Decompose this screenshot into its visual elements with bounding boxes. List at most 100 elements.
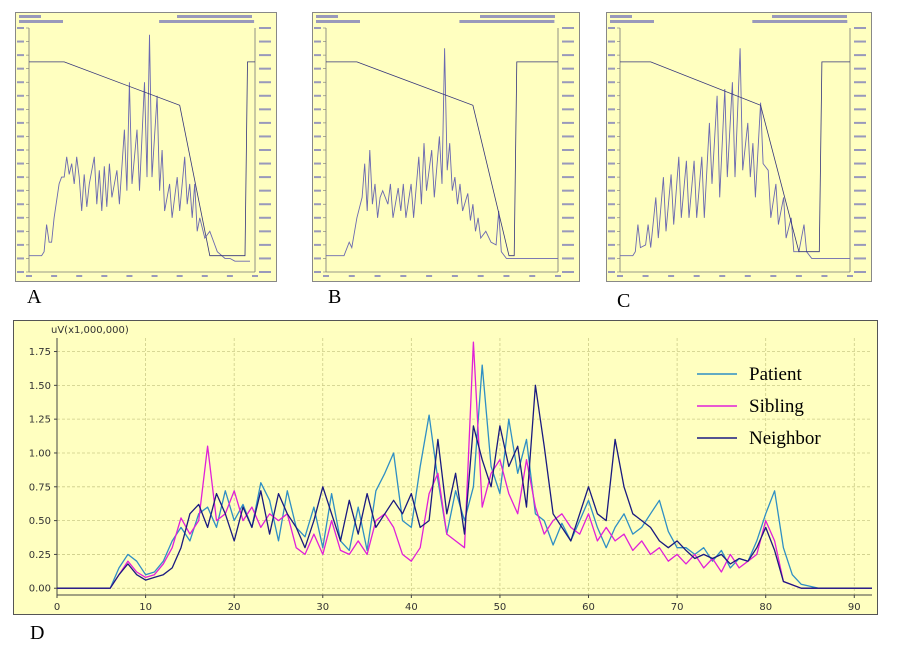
gradient-trace	[620, 61, 850, 253]
header-text	[610, 20, 654, 23]
y-tick-label	[17, 189, 24, 192]
x-tick-label	[555, 275, 561, 277]
y-tick-label	[608, 216, 615, 219]
x-tick-label	[323, 275, 329, 277]
y-tick-label: 1.00	[29, 448, 51, 459]
gradient-trace	[29, 61, 255, 257]
y-tick-label	[608, 243, 615, 246]
y2-tick-label	[854, 27, 866, 29]
y2-tick-label	[854, 176, 866, 179]
x-tick-label: 10	[139, 602, 152, 613]
y2-tick-label	[854, 189, 866, 192]
y-tick-label	[608, 189, 615, 192]
y2-tick-label	[259, 243, 271, 246]
y-tick-label	[17, 54, 24, 57]
y-tick-label	[17, 27, 24, 29]
x-tick-label: 50	[494, 602, 507, 613]
y-tick-label	[17, 67, 24, 70]
x-tick-label	[477, 275, 484, 277]
y-tick-label	[17, 257, 24, 260]
y2-tick-label	[854, 135, 866, 138]
y-tick-label	[17, 216, 24, 219]
x-tick-label	[348, 275, 355, 277]
y-tick-label: 1.50	[29, 381, 51, 392]
y-tick-label	[608, 257, 615, 260]
header-text	[19, 15, 41, 18]
y2-tick-label	[259, 162, 271, 165]
signal-trace	[326, 48, 558, 259]
legend-label-neighbor: Neighbor	[749, 428, 821, 449]
header-text	[19, 20, 63, 23]
signal-trace	[29, 34, 250, 262]
y-tick-label	[608, 271, 615, 273]
y-tick-label: 1.75	[29, 347, 51, 358]
y-tick-label	[314, 271, 321, 273]
x-tick-label	[426, 275, 433, 277]
y2-tick-label	[562, 81, 574, 84]
y2-tick-label	[854, 40, 866, 43]
y2-tick-label	[259, 271, 271, 273]
y2-tick-label	[854, 203, 866, 206]
panel-label-c: C	[617, 290, 631, 312]
y2-tick-label	[562, 94, 574, 97]
x-tick-label	[76, 275, 83, 277]
y2-tick-label	[562, 176, 574, 179]
y2-tick-label	[259, 94, 271, 97]
y2-tick-label	[562, 149, 574, 151]
y-tick-label	[17, 94, 24, 97]
y-tick-label	[608, 162, 615, 165]
chromatogram-c	[606, 12, 872, 282]
y-tick-label	[17, 230, 24, 233]
y-tick-label	[608, 40, 615, 43]
x-tick-label: 20	[228, 602, 241, 613]
y-tick-label	[314, 121, 321, 124]
y2-tick-label	[562, 271, 574, 273]
plot-frame	[13, 320, 878, 615]
plot-frame	[606, 12, 872, 282]
y2-tick-label	[259, 108, 271, 111]
y2-tick-label	[259, 189, 271, 192]
y-tick-label	[608, 27, 615, 29]
y-tick-label	[608, 203, 615, 206]
y-tick-label	[608, 54, 615, 57]
x-tick-label	[176, 275, 183, 277]
y-tick-label	[608, 94, 615, 97]
y-tick-label	[17, 162, 24, 165]
x-tick-label: 30	[316, 602, 329, 613]
y-tick-label	[314, 67, 321, 70]
y-tick-label	[608, 67, 615, 70]
y-tick-label	[17, 243, 24, 246]
x-tick-label	[101, 275, 108, 277]
header-text	[772, 15, 847, 18]
y-tick-label	[608, 108, 615, 111]
y2-tick-label	[854, 121, 866, 124]
y2-tick-label	[854, 162, 866, 165]
y2-tick-label	[562, 135, 574, 138]
y-tick-label	[314, 149, 321, 151]
y2-tick-label	[562, 27, 574, 29]
x-tick-label	[451, 275, 458, 277]
y-tick-label	[17, 149, 24, 151]
header-text	[459, 20, 555, 23]
x-tick-label	[821, 275, 828, 277]
y-tick-label	[608, 81, 615, 84]
y-tick-label	[17, 203, 24, 206]
y2-tick-label	[854, 257, 866, 260]
y-tick-label: 1.25	[29, 415, 51, 426]
y-tick-label	[314, 176, 321, 179]
y2-tick-label	[259, 40, 271, 43]
y-tick-label	[314, 54, 321, 57]
y-axis-title: uV(x1,000,000)	[51, 325, 129, 336]
y-tick-label	[314, 94, 321, 97]
y2-tick-label	[562, 40, 574, 43]
y2-tick-label	[259, 81, 271, 84]
y2-tick-label	[259, 135, 271, 138]
y2-tick-label	[854, 216, 866, 219]
gradient-trace	[326, 61, 558, 257]
series-line-sibling	[57, 341, 872, 589]
x-tick-label	[795, 275, 802, 277]
x-tick-label	[226, 275, 233, 277]
y2-tick-label	[854, 108, 866, 111]
y-tick-label	[314, 162, 321, 165]
y2-tick-label	[854, 81, 866, 84]
